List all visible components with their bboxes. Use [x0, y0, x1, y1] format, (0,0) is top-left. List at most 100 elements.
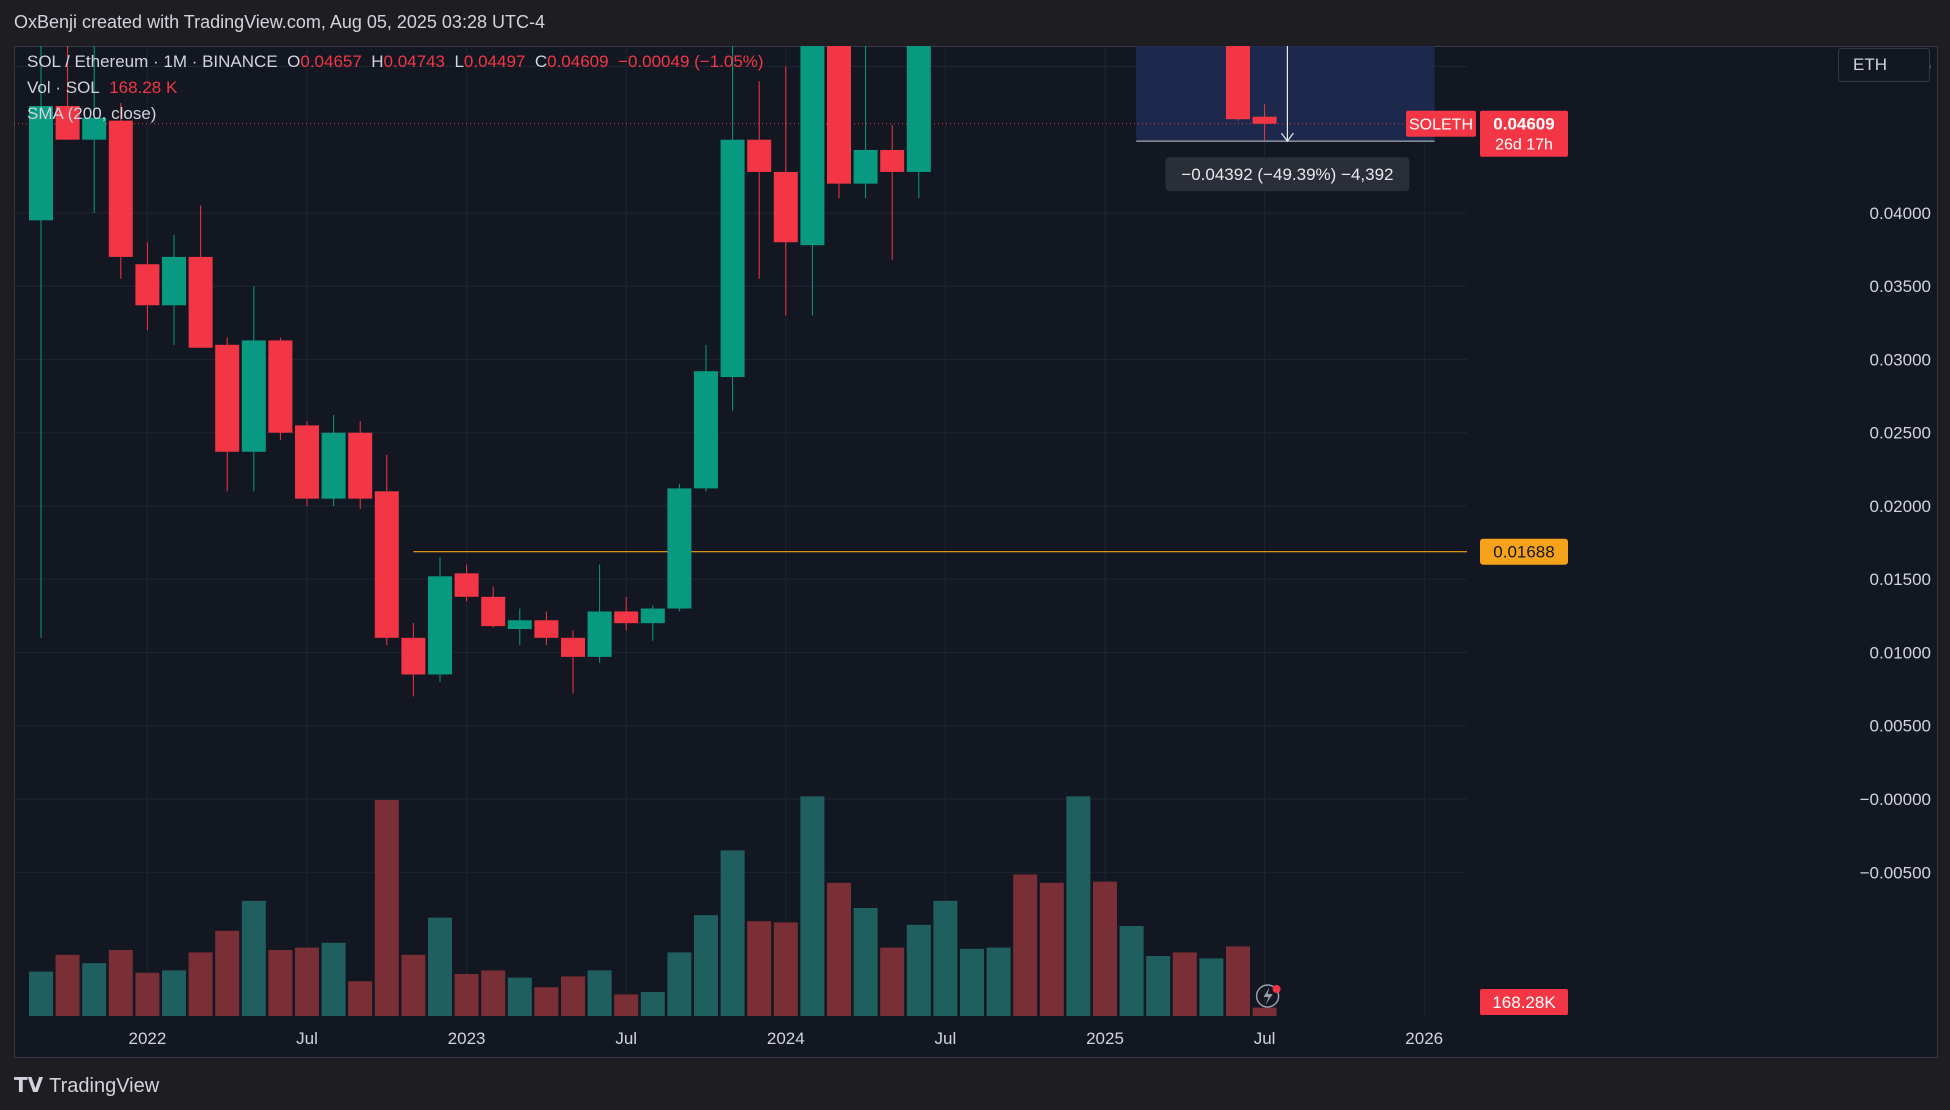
volume-bar: [108, 950, 133, 1016]
y-axis-tick-label: 0.01000: [1870, 643, 1931, 662]
volume-bar: [162, 970, 186, 1016]
legend-close-value: 0.04609: [547, 52, 609, 71]
candle-body[interactable]: [880, 149, 905, 172]
candle-body[interactable]: [108, 120, 133, 257]
x-axis-tick-label: 2024: [767, 1029, 805, 1048]
currency-badge[interactable]: ETH: [1838, 48, 1930, 82]
last-price-tag-text: 0.04609: [1493, 115, 1554, 134]
level-price-tag-text: 0.01688: [1493, 543, 1554, 562]
symbol-price-tag: [1406, 110, 1476, 137]
candle-body[interactable]: [853, 149, 878, 184]
candle-body[interactable]: [587, 611, 612, 657]
tradingview-brand-text: TradingView: [49, 1075, 160, 1097]
y-axis-tick-label: 0.02500: [1870, 424, 1931, 443]
candle-body[interactable]: [614, 611, 639, 624]
y-axis-tick-label: 0.02000: [1870, 497, 1931, 516]
volume-bar: [401, 954, 426, 1016]
x-axis-tick-label: 2023: [448, 1029, 486, 1048]
volume-bar: [986, 947, 1011, 1016]
candle-body[interactable]: [640, 608, 665, 624]
volume-bar: [55, 954, 80, 1016]
candle-body[interactable]: [1226, 46, 1250, 120]
x-axis-tick-label: Jul: [1254, 1029, 1276, 1048]
volume-bar: [720, 850, 745, 1016]
legend-sma-row[interactable]: SMA (200, close): [27, 104, 156, 124]
candle-body[interactable]: [241, 340, 266, 452]
volume-bar: [933, 900, 958, 1016]
volume-bar: [454, 974, 479, 1016]
x-axis-tick-label: 2026: [1405, 1029, 1443, 1048]
candle-body[interactable]: [800, 46, 825, 246]
y-axis-tick-label: −0.00500: [1860, 863, 1931, 882]
measure-label-box: [1165, 157, 1410, 192]
volume-value-tag-text: 168.28K: [1492, 993, 1556, 1012]
x-axis-tick-label: Jul: [296, 1029, 318, 1048]
candle-body[interactable]: [268, 340, 293, 433]
last-price-tag: [1480, 110, 1568, 157]
candle-body[interactable]: [694, 371, 718, 489]
volume-bar: [1119, 926, 1144, 1016]
candle-body[interactable]: [454, 573, 479, 597]
volume-bar: [827, 882, 851, 1016]
candle-body[interactable]: [481, 596, 506, 627]
legend-close-label: C: [534, 52, 548, 71]
measure-arrow-head: [1280, 132, 1294, 143]
tradingview-logo[interactable]: TV TradingView: [14, 1073, 159, 1098]
candle-body[interactable]: [720, 139, 745, 378]
candle-body[interactable]: [534, 620, 559, 638]
candle-body[interactable]: [188, 256, 213, 348]
candle-body[interactable]: [906, 46, 931, 172]
volume-bar: [188, 952, 213, 1016]
legend-volume-value: 168.28 K: [109, 78, 178, 97]
level-price-tag: [1480, 538, 1568, 565]
volume-bar: [268, 950, 293, 1016]
legend-volume-label: Vol · SOL: [27, 78, 100, 97]
candle-body[interactable]: [162, 256, 186, 306]
volume-bar: [135, 972, 160, 1016]
price-chart[interactable]: 0.090000.085000.080000.075000.070000.065…: [14, 46, 1938, 1058]
volume-bar: [880, 947, 905, 1016]
volume-bar: [694, 915, 718, 1016]
candle-body[interactable]: [215, 344, 240, 452]
candle-body[interactable]: [135, 264, 160, 306]
candle-body[interactable]: [29, 106, 53, 221]
candle-body[interactable]: [1252, 116, 1277, 124]
candle-body[interactable]: [401, 637, 426, 675]
volume-bar: [215, 930, 240, 1016]
x-axis-tick-label: 2025: [1086, 1029, 1124, 1048]
volume-value-tag: [1480, 989, 1568, 1015]
volume-bar: [29, 971, 53, 1016]
lightning-icon[interactable]: [1255, 984, 1280, 1008]
volume-bar: [1066, 796, 1091, 1016]
volume-bar: [534, 987, 559, 1016]
candle-body[interactable]: [374, 491, 399, 638]
volume-bar: [1039, 882, 1064, 1016]
candle-body[interactable]: [773, 171, 798, 243]
y-axis-tick-label: 0.00500: [1870, 717, 1931, 736]
x-axis-tick-label: Jul: [615, 1029, 637, 1048]
candle-body[interactable]: [507, 620, 532, 630]
candle-body[interactable]: [428, 576, 452, 675]
volume-bar: [1146, 956, 1171, 1016]
volume-bar: [747, 921, 772, 1016]
candle-body[interactable]: [827, 46, 851, 184]
candle-body[interactable]: [561, 637, 585, 657]
candle-body[interactable]: [667, 488, 692, 609]
candle-body[interactable]: [55, 106, 80, 140]
candle-body[interactable]: [321, 432, 346, 499]
tradingview-logo-icon: TV: [14, 1073, 44, 1097]
volume-bar: [773, 922, 798, 1016]
legend-volume-row[interactable]: Vol · SOL 168.28 K: [27, 78, 177, 98]
volume-bar: [1172, 952, 1197, 1016]
legend-symbol[interactable]: SOL / Ethereum · 1M · BINANCE: [27, 52, 278, 71]
measure-range-box[interactable]: [1136, 46, 1435, 142]
candle-body[interactable]: [348, 432, 373, 499]
candle-body[interactable]: [82, 117, 107, 140]
candle-body[interactable]: [295, 425, 319, 499]
volume-bar: [1252, 1007, 1277, 1016]
volume-bar: [481, 970, 506, 1016]
symbol-price-tag-text: SOLETH: [1409, 117, 1473, 134]
bar-countdown-text: 26d 17h: [1495, 137, 1553, 154]
volume-bar: [321, 942, 346, 1016]
candle-body[interactable]: [747, 139, 772, 172]
